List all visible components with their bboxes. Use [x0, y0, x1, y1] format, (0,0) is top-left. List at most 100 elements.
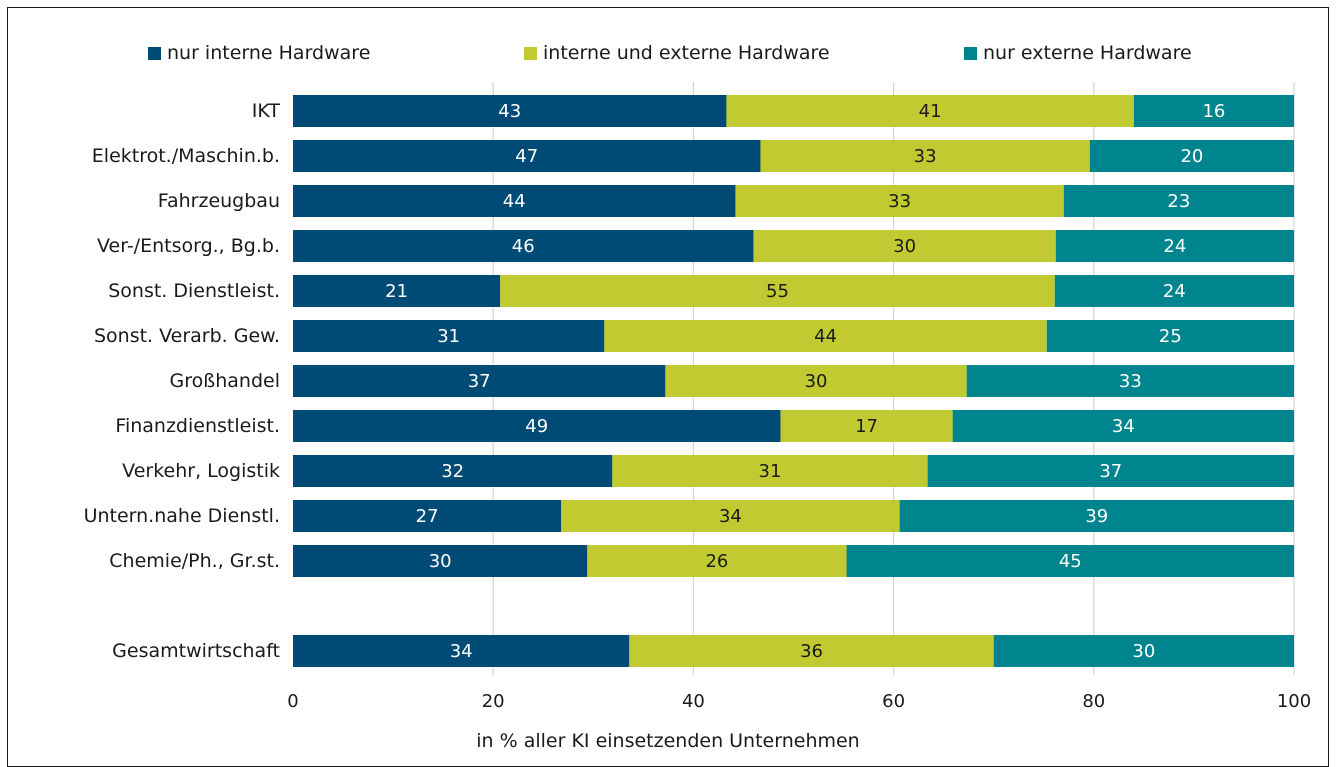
category-label: Finanzdienstleist.: [115, 415, 280, 437]
legend-label-both: interne und externe Hardware: [543, 42, 830, 64]
bar-segment: [1133, 95, 1294, 127]
data-label: 30: [1132, 641, 1155, 662]
data-label: 20: [1180, 146, 1203, 167]
category-label: Verkehr, Logistik: [122, 460, 280, 482]
x-tick-label: 80: [1082, 691, 1105, 712]
bar-segment: [500, 275, 1055, 307]
legend-item-both: interne und externe Hardware: [524, 38, 830, 68]
x-axis-label: in % aller KI einsetzenden Unternehmen: [476, 730, 860, 752]
data-label: 34: [1112, 416, 1135, 437]
bar-segment: [846, 545, 1294, 577]
bar-segment: [753, 230, 1056, 262]
bar-segment: [966, 365, 1294, 397]
bar-segment: [293, 275, 501, 307]
x-tick-label: 40: [682, 691, 705, 712]
bar-segment: [612, 455, 928, 487]
bar-segment: [293, 230, 754, 262]
data-label: 24: [1163, 236, 1186, 257]
bar-segment: [735, 185, 1064, 217]
bar-segment: [293, 500, 562, 532]
category-label: Sonst. Verarb. Gew.: [94, 325, 280, 347]
data-label: 25: [1159, 326, 1182, 347]
data-label: 44: [503, 191, 526, 212]
data-label: 47: [515, 146, 538, 167]
data-label: 36: [800, 641, 823, 662]
data-label: 27: [416, 506, 439, 527]
x-tick-label: 20: [482, 691, 505, 712]
category-label: Großhandel: [170, 370, 280, 392]
category-label: Chemie/Ph., Gr.st.: [109, 550, 280, 572]
legend-swatch-external: [964, 46, 977, 60]
category-label: IKT: [252, 100, 281, 122]
category-label: Sonst. Dienstleist.: [108, 280, 280, 302]
legend-swatch-internal: [148, 46, 161, 60]
bar-segment: [293, 185, 736, 217]
category-label: Ver-/Entsorg., Bg.b.: [97, 235, 280, 257]
bar-segment: [927, 455, 1294, 487]
data-label: 30: [429, 551, 452, 572]
bar-segment: [293, 140, 761, 172]
data-label: 37: [468, 371, 491, 392]
legend-item-external: nur externe Hardware: [964, 38, 1192, 68]
data-label: 33: [1119, 371, 1142, 392]
data-label: 34: [450, 641, 473, 662]
bar-segment: [561, 500, 900, 532]
data-label: 43: [498, 101, 521, 122]
bar-segment: [293, 545, 588, 577]
data-label: 49: [525, 416, 548, 437]
data-label: 37: [1099, 461, 1122, 482]
bar-segment: [604, 320, 1047, 352]
bar-segment: [760, 140, 1090, 172]
bar-segment: [780, 410, 953, 442]
bar-segment: [293, 635, 630, 667]
legend-label-external: nur externe Hardware: [983, 42, 1192, 64]
data-label: 45: [1059, 551, 1082, 572]
bar-segment: [993, 635, 1294, 667]
bar-segment: [629, 635, 994, 667]
data-label: 34: [719, 506, 742, 527]
bar-segment: [665, 365, 967, 397]
data-label: 30: [805, 371, 828, 392]
legend-item-internal: nur interne Hardware: [148, 38, 370, 68]
data-label: 31: [437, 326, 460, 347]
bar-segment: [293, 365, 666, 397]
data-label: 21: [385, 281, 408, 302]
data-label: 41: [919, 101, 942, 122]
bar-segment: [293, 455, 613, 487]
data-label: 55: [766, 281, 789, 302]
bar-segment: [952, 410, 1294, 442]
x-tick-label: 100: [1277, 691, 1311, 712]
data-label: 39: [1085, 506, 1108, 527]
bar-segment: [1055, 230, 1294, 262]
data-label: 23: [1167, 191, 1190, 212]
bar-segment: [726, 95, 1134, 127]
data-label: 44: [814, 326, 837, 347]
data-label: 33: [888, 191, 911, 212]
data-label: 24: [1163, 281, 1186, 302]
data-label: 30: [893, 236, 916, 257]
legend-swatch-both: [524, 46, 537, 60]
bar-segment: [899, 500, 1294, 532]
category-label: Elektrot./Maschin.b.: [92, 145, 280, 167]
category-label: Untern.nahe Dienstl.: [84, 505, 280, 527]
data-label: 32: [441, 461, 464, 482]
bar-segment: [587, 545, 847, 577]
bar-segment: [1054, 275, 1294, 307]
bar-segment: [1046, 320, 1294, 352]
x-tick-label: 0: [287, 691, 298, 712]
data-label: 33: [914, 146, 937, 167]
bar-segment: [293, 95, 727, 127]
data-label: 17: [855, 416, 878, 437]
bar-segment: [293, 320, 605, 352]
category-label: Gesamtwirtschaft: [112, 640, 280, 662]
category-label: Fahrzeugbau: [158, 190, 280, 212]
data-label: 46: [512, 236, 535, 257]
data-label: 16: [1202, 101, 1225, 122]
bar-segment: [293, 410, 781, 442]
bar-segment: [1089, 140, 1294, 172]
legend-label-internal: nur interne Hardware: [167, 42, 371, 64]
data-label: 26: [705, 551, 728, 572]
bar-segment: [1063, 185, 1294, 217]
data-label: 31: [759, 461, 782, 482]
